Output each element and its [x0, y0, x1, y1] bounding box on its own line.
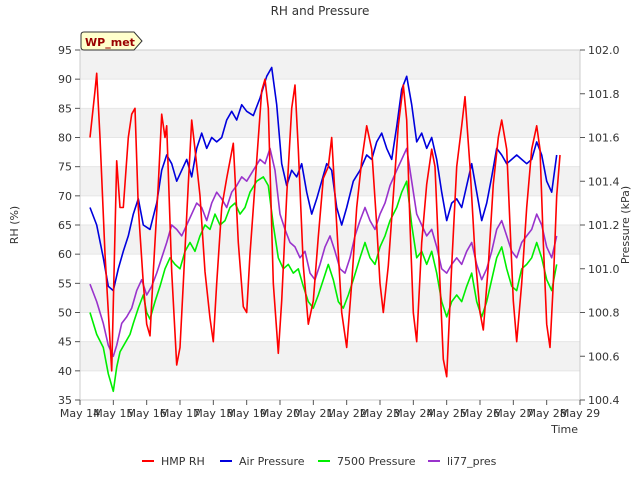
left-tick-label: 70 [58, 190, 72, 203]
chart-title: RH and Pressure [271, 4, 370, 18]
x-axis-label: Time [550, 423, 578, 436]
right-tick-label: 100.6 [588, 350, 620, 363]
left-tick-label: 95 [58, 44, 72, 57]
x-tick-label: May 20 [260, 407, 300, 420]
x-tick-label: May 15 [93, 407, 133, 420]
x-tick-label: May 16 [127, 407, 167, 420]
series-line-hmp-rh [89, 72, 561, 378]
left-tick-label: 85 [58, 102, 72, 115]
background-band [80, 50, 580, 80]
right-axis-ticks: 100.4 100.6 100.8 101.0 101.2 101.4 101.6 101.8… [580, 44, 620, 407]
legend-label: Air Pressure [239, 455, 305, 468]
x-tick-label: May 25 [427, 407, 467, 420]
left-tick-label: 50 [58, 307, 72, 320]
x-tick-label: May 22 [327, 407, 367, 420]
left-tick-label: 60 [58, 248, 72, 261]
x-tick-label: May 23 [360, 407, 400, 420]
right-tick-label: 102.0 [588, 44, 620, 57]
x-tick-label: May 24 [393, 407, 433, 420]
station-badge: WP_met [80, 31, 143, 51]
background-band [80, 166, 580, 196]
left-tick-label: 45 [58, 336, 72, 349]
right-tick-label: 100.8 [588, 307, 620, 320]
x-tick-label: May 14 [60, 407, 100, 420]
left-tick-label: 40 [58, 365, 72, 378]
x-tick-label: May 27 [493, 407, 533, 420]
right-tick-label: 101.4 [588, 175, 620, 188]
left-axis-ticks: 35 40 45 50 55 60 65 70 75 80 85 90 95 [58, 44, 80, 407]
legend-label: 7500 Pressure [337, 455, 416, 468]
x-tick-label: May 29 [560, 407, 600, 420]
x-tick-label: May 19 [227, 407, 267, 420]
x-tick-label: May 18 [193, 407, 233, 420]
right-tick-label: 101.0 [588, 263, 620, 276]
left-tick-label: 75 [58, 161, 72, 174]
x-tick-label: May 26 [460, 407, 500, 420]
background-band [80, 341, 580, 371]
background-band [80, 108, 580, 138]
x-tick-label: May 17 [160, 407, 200, 420]
series-line-air-pressure [89, 66, 558, 292]
right-tick-label: 101.2 [588, 219, 620, 232]
series-line-li77-pres [89, 147, 558, 358]
x-tick-label: May 28 [527, 407, 567, 420]
left-tick-label: 35 [58, 394, 72, 407]
background-band [80, 283, 580, 313]
x-tick-label: May 21 [293, 407, 333, 420]
series-lines [89, 66, 561, 393]
right-tick-label: 100.4 [588, 394, 620, 407]
left-tick-label: 80 [58, 132, 72, 145]
left-tick-label: 55 [58, 277, 72, 290]
left-tick-label: 65 [58, 219, 72, 232]
legend-label: HMP RH [161, 455, 205, 468]
left-axis-label: RH (%) [8, 206, 21, 244]
legend-label: li77_pres [447, 455, 497, 468]
right-tick-label: 101.6 [588, 132, 620, 145]
right-axis-label: Pressure (kPa) [619, 186, 632, 264]
left-tick-label: 90 [58, 73, 72, 86]
legend: HMP RH Air Pressure 7500 Pressure li77_pres [142, 455, 497, 468]
station-badge-text: WP_met [85, 36, 135, 49]
right-tick-label: 101.8 [588, 88, 620, 101]
